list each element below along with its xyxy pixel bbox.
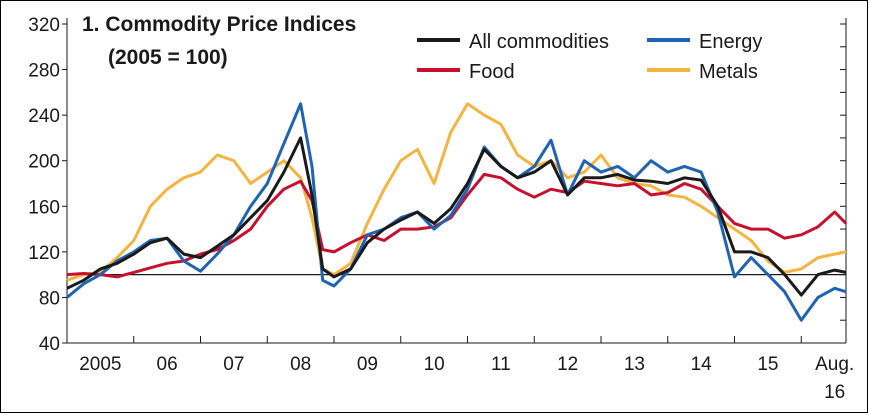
- x-tick-label: 2005: [79, 354, 121, 375]
- x-tick-label: 06: [157, 354, 178, 375]
- y-tick-label: 160: [28, 197, 60, 218]
- legend-label-metals: Metals: [699, 61, 758, 83]
- legend: All commodities Energy Food Metals: [417, 31, 762, 83]
- chart-title: 1. Commodity Price Indices: [82, 13, 356, 36]
- x-tick-label: Aug.: [815, 354, 854, 375]
- y-tick-label: 80: [39, 288, 60, 309]
- x-tick-label: 14: [691, 354, 713, 375]
- x-tick-label: 09: [357, 354, 378, 375]
- series-line-energy: [66, 102, 847, 322]
- x-tick-label-line2: 16: [824, 382, 845, 403]
- series-lines: [66, 102, 848, 322]
- y-tick-label: 200: [28, 152, 60, 173]
- x-tick-label: 12: [557, 354, 578, 375]
- legend-label-energy: Energy: [699, 31, 762, 53]
- x-tick-label: 10: [424, 354, 445, 375]
- chart-subtitle: (2005 = 100): [108, 46, 228, 69]
- x-ticks: 2005 06 07 08 09 10 11 12 13 14 15 Aug. 16: [66, 336, 854, 403]
- x-tick-label: 15: [757, 354, 778, 375]
- legend-label-food: Food: [469, 61, 515, 83]
- y-tick-label: 120: [28, 243, 60, 264]
- x-tick-label: 11: [491, 354, 511, 375]
- y-ticks: 40 80 120 160 200 240 280 320: [28, 15, 846, 355]
- x-tick-label: 08: [290, 354, 311, 375]
- series-line-all-commodities: [66, 136, 847, 297]
- x-tick-label: 13: [624, 354, 645, 375]
- y-tick-label: 240: [28, 106, 60, 127]
- y-tick-label: 320: [28, 15, 60, 36]
- x-tick-label: 07: [223, 354, 244, 375]
- legend-label-all-commodities: All commodities: [469, 31, 609, 53]
- y-tick-label: 280: [28, 61, 60, 82]
- y-tick-label: 40: [39, 334, 60, 355]
